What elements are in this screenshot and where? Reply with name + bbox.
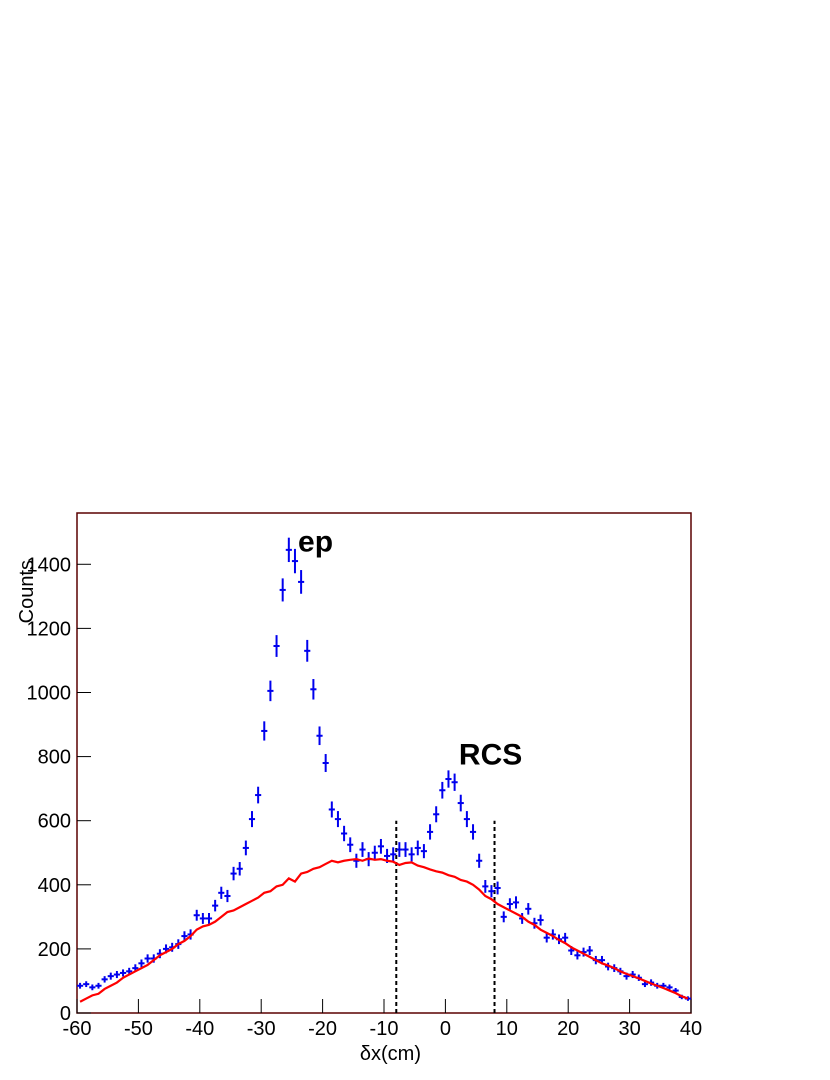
x-tick-label: -40 — [185, 1018, 214, 1040]
y-tick-label: 400 — [38, 875, 71, 897]
y-tick-label: 1200 — [27, 618, 72, 640]
x-tick-label: 10 — [496, 1018, 518, 1040]
y-tick-label: 800 — [38, 747, 71, 769]
annotation: ep — [298, 525, 333, 558]
model-curve — [79, 857, 689, 1003]
annotation: RCS — [459, 739, 522, 772]
y-axis-label: Counts — [16, 560, 38, 623]
x-axis-label: δx(cm) — [360, 1043, 421, 1065]
x-tick-label: 30 — [618, 1018, 640, 1040]
y-tick-label: 0 — [60, 1003, 71, 1025]
x-tick-label: -50 — [124, 1018, 153, 1040]
y-tick-label: 200 — [38, 939, 71, 961]
x-tick-label: -30 — [247, 1018, 276, 1040]
x-tick-label: -60 — [63, 1018, 92, 1040]
x-tick-label: -10 — [370, 1018, 399, 1040]
x-tick-label: 20 — [557, 1018, 579, 1040]
x-tick-label: -20 — [308, 1018, 337, 1040]
x-tick-label: 0 — [440, 1018, 451, 1040]
plot-frame — [76, 512, 692, 1014]
y-tick-label: 1000 — [27, 682, 72, 704]
y-tick-label: 600 — [38, 811, 71, 833]
y-tick-label: 1400 — [27, 554, 72, 576]
x-tick-label: 40 — [680, 1018, 702, 1040]
